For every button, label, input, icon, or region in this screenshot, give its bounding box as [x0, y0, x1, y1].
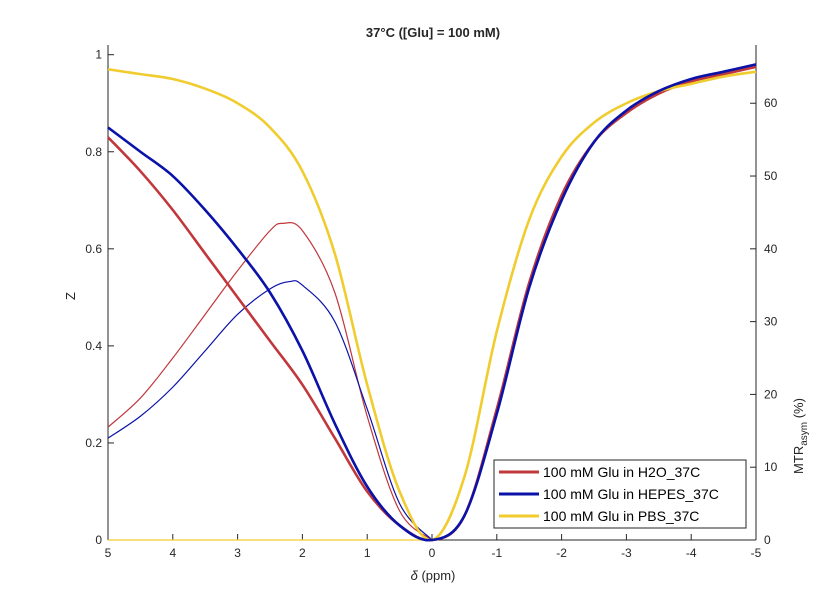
- y-right-tick-label: 20: [764, 387, 778, 401]
- y-right-tick-label: 40: [764, 242, 778, 256]
- y-right-tick-label: 10: [764, 460, 778, 474]
- x-tick-label: -3: [621, 546, 632, 560]
- y-left-tick-label: 1: [95, 48, 102, 62]
- y-right-tick-label: 30: [764, 315, 778, 329]
- legend-label-h2o: 100 mM Glu in H2O_37C: [543, 464, 700, 480]
- y-left-tick-label: 0.2: [85, 436, 102, 450]
- x-tick-label: 1: [364, 546, 371, 560]
- x-axis-label: δ (ppm): [411, 568, 456, 583]
- x-tick-label: -2: [556, 546, 567, 560]
- y-axis-label-right-unit: (%): [791, 398, 806, 422]
- plot-area: 5 4 3 2 1 0 -1 -2 -3 -4 -500.20.40.60.810102030405…: [85, 45, 778, 560]
- x-axis-label-symbol: δ: [411, 568, 419, 583]
- x-tick-label: -1: [491, 546, 502, 560]
- y-axis-label-right-main: MTR: [791, 446, 806, 474]
- y-right-tick-label: 60: [764, 96, 778, 110]
- x-axis-label-unit: (ppm): [418, 568, 456, 583]
- legend: 100 mM Glu in H2O_37C 100 mM Glu in HEPE…: [493, 459, 747, 529]
- y-left-tick-label: 0: [95, 533, 102, 547]
- z-spectrum-line-hepes: [107, 63, 757, 542]
- y-left-tick-label: 0.8: [85, 145, 102, 159]
- chart-title: 37°C ([Glu] = 100 mM): [366, 25, 500, 40]
- y-left-tick-label: 0.4: [85, 339, 102, 353]
- y-right-tick-label: 0: [764, 533, 771, 547]
- y-right-tick-label: 50: [764, 169, 778, 183]
- y-axis-label-left: Z: [63, 292, 78, 300]
- x-tick-label: 4: [169, 546, 176, 560]
- x-tick-label: 0: [429, 546, 436, 560]
- mtrasym-line-h2o: [107, 222, 433, 541]
- x-tick-label: -5: [751, 546, 762, 560]
- legend-label-hepes: 100 mM Glu in HEPES_37C: [543, 486, 719, 502]
- y-axis-label-right-sub: asym: [799, 422, 810, 446]
- x-tick-label: 2: [299, 546, 306, 560]
- mtrasym-line-hepes: [107, 280, 433, 541]
- x-tick-label: 3: [234, 546, 241, 560]
- y-axis-label-right: MTRasym (%): [791, 398, 810, 474]
- legend-label-pbs: 100 mM Glu in PBS_37C: [543, 508, 699, 524]
- x-tick-label: -4: [686, 546, 697, 560]
- y-left-tick-label: 0.6: [85, 242, 102, 256]
- x-tick-label: 5: [105, 546, 112, 560]
